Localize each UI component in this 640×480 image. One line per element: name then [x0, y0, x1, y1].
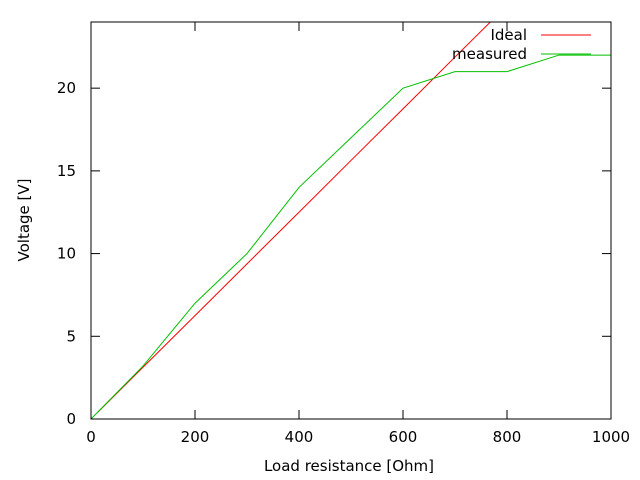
legend-label: Ideal: [490, 26, 527, 44]
x-tick-label: 800: [493, 428, 522, 446]
plot-border: [90, 21, 612, 420]
series-line-measured: [91, 54, 611, 419]
y-tick-label: 15: [57, 162, 76, 180]
y-axis-label: Voltage [V]: [15, 179, 33, 262]
y-tick-label: 5: [66, 327, 76, 345]
x-tick-label: 600: [389, 428, 418, 446]
y-tick-label: 10: [57, 245, 76, 263]
x-axis-label: Load resistance [Ohm]: [264, 457, 434, 475]
y-tick-label: 20: [57, 79, 76, 97]
legend-label: measured: [452, 45, 527, 63]
y-tick-label: 0: [66, 410, 76, 428]
x-tick-label: 1000: [592, 428, 630, 446]
x-tick-label: 200: [181, 428, 210, 446]
x-tick-label: 0: [86, 428, 96, 446]
x-tick-label: 400: [285, 428, 314, 446]
series-line-ideal: [97, 22, 491, 413]
